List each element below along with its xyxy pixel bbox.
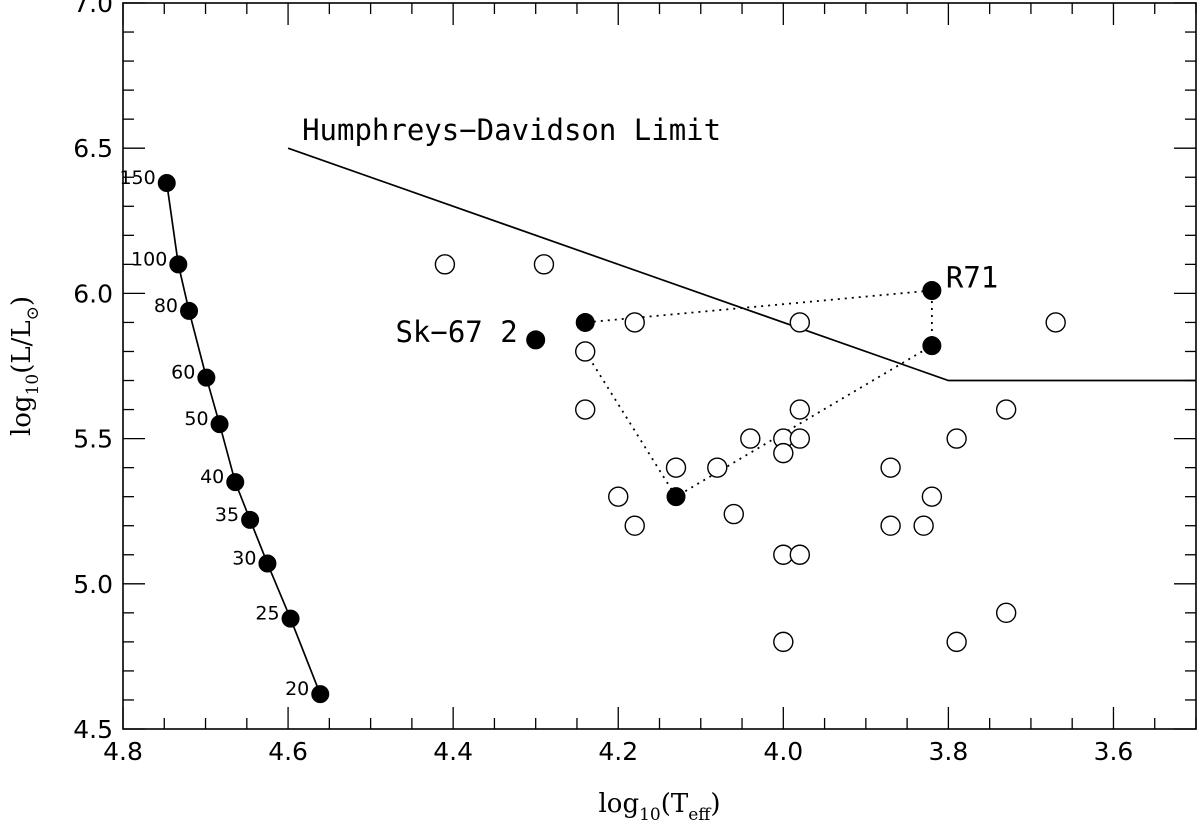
open-star-point — [707, 457, 728, 478]
open-star-point — [913, 515, 934, 536]
open-star-point — [624, 515, 645, 536]
open-star-point — [946, 631, 967, 653]
mass-label: 60 — [171, 362, 195, 384]
filled-star-points — [526, 280, 942, 507]
mass-label: 25 — [255, 603, 279, 625]
y-tick-label: 7.0 — [73, 0, 113, 18]
y-tick-label: 6.5 — [73, 134, 113, 163]
y-tick-label: 4.5 — [73, 715, 113, 744]
mass-label: 40 — [200, 466, 224, 488]
mass-label: 35 — [215, 504, 239, 526]
track-point — [281, 609, 300, 628]
open-star-point — [946, 428, 967, 449]
humphreys-davidson-limit-label: Humphreys−Davidson Limit — [302, 113, 721, 147]
track-point — [258, 554, 277, 573]
mass-label: 50 — [184, 408, 208, 430]
track-point — [197, 368, 216, 387]
filled-star-point — [666, 487, 686, 507]
track-point — [241, 510, 260, 529]
track-point — [157, 174, 176, 193]
track-point — [226, 473, 245, 492]
filled-star-point — [922, 336, 942, 356]
humphreys-davidson-limit-line — [287, 147, 1196, 382]
mass-label: 80 — [154, 295, 178, 317]
x-tick-label: 4.0 — [763, 737, 803, 766]
y-tick-label: 5.5 — [73, 425, 113, 454]
x-tick-label: 4.6 — [268, 737, 308, 766]
track-point — [210, 415, 229, 434]
mass-label: 20 — [285, 678, 309, 700]
open-star-points — [434, 254, 1066, 653]
open-star-point — [789, 544, 811, 565]
x-tick-label: 4.4 — [433, 737, 473, 766]
filled-star-point — [526, 330, 546, 350]
y-axis-ticks: 4.5 5.0 5.5 6.0 6.5 7.0 — [73, 0, 1196, 744]
filled-star-point — [922, 280, 942, 300]
open-star-point — [1045, 312, 1066, 333]
zams-track-points — [157, 174, 330, 704]
track-point — [311, 685, 330, 704]
open-star-point — [665, 457, 687, 478]
r71-label: R71 — [946, 260, 998, 294]
y-tick-label: 6.0 — [73, 279, 113, 308]
open-star-point — [533, 254, 555, 275]
open-star-point — [995, 399, 1017, 420]
x-axis-ticks: 4.8 4.6 4.4 4.2 4.0 3.8 3.6 — [103, 3, 1197, 766]
filled-star-point — [575, 312, 595, 332]
mass-label: 100 — [131, 248, 167, 270]
open-star-point — [575, 399, 596, 420]
open-star-point — [880, 457, 901, 478]
open-star-point — [921, 486, 943, 507]
open-star-point — [773, 442, 794, 464]
open-star-point — [740, 428, 761, 449]
open-star-point — [995, 602, 1017, 624]
x-axis-title: log10(Teff) — [598, 789, 720, 825]
open-star-point — [624, 312, 645, 333]
open-star-point — [434, 254, 456, 275]
y-tick-label: 5.0 — [73, 570, 113, 599]
open-star-point — [575, 341, 596, 362]
zams-track-line — [165, 182, 322, 695]
x-tick-label: 3.6 — [1094, 737, 1134, 766]
track-point — [180, 301, 199, 320]
x-tick-label: 4.8 — [103, 737, 143, 766]
open-star-point — [789, 399, 811, 420]
mass-label: 150 — [119, 167, 155, 189]
track-point — [169, 255, 188, 274]
x-tick-label: 3.8 — [929, 737, 969, 766]
y-axis-title: log10(L/L⊙) — [7, 296, 43, 436]
sk67-2-label: Sk−67 2 — [395, 315, 517, 349]
mass-labels: 150 100 80 60 50 40 35 30 25 20 — [119, 167, 309, 700]
open-star-point — [723, 503, 744, 525]
open-star-point — [608, 486, 629, 507]
open-star-point — [773, 631, 794, 653]
open-star-point — [789, 312, 811, 333]
mass-label: 30 — [232, 547, 256, 569]
x-tick-label: 4.2 — [598, 737, 638, 766]
open-star-point — [880, 515, 901, 536]
open-star-point — [789, 428, 811, 449]
